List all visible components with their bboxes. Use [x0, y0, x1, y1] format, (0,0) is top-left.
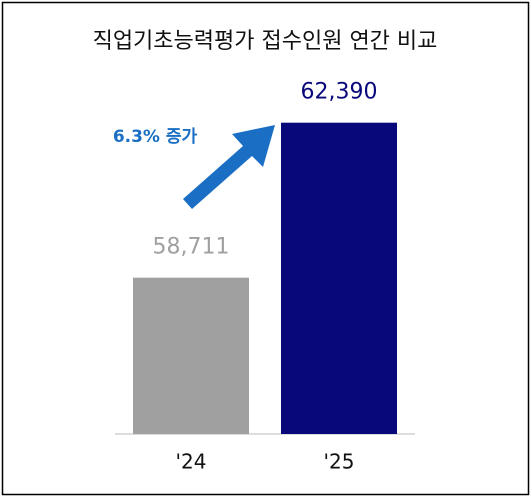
x-tick-label: '25	[324, 450, 355, 474]
annotation: 6.3% 증가	[113, 127, 198, 147]
increase-arrow	[183, 125, 275, 209]
x-tick-label: '24	[176, 450, 207, 474]
bar	[133, 277, 249, 434]
chart-title: 직업기초능력평가 접수인원 연간 비교	[93, 29, 438, 54]
value-label: 62,390	[301, 80, 378, 105]
bar	[281, 122, 397, 434]
value-label: 58,711	[153, 235, 230, 260]
